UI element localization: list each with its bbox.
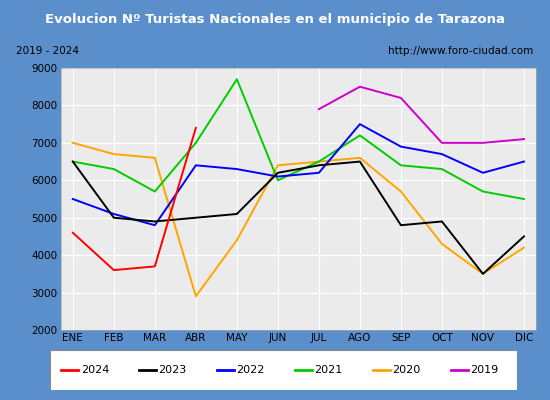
Text: 2020: 2020 [392,365,421,375]
FancyBboxPatch shape [50,350,517,390]
Text: 2021: 2021 [315,365,343,375]
Text: 2022: 2022 [236,365,265,375]
Text: 2024: 2024 [81,365,109,375]
Text: Evolucion Nº Turistas Nacionales en el municipio de Tarazona: Evolucion Nº Turistas Nacionales en el m… [45,14,505,26]
Text: http://www.foro-ciudad.com: http://www.foro-ciudad.com [388,46,534,56]
Text: 2019: 2019 [470,365,498,375]
Text: 2023: 2023 [158,365,187,375]
Text: 2019 - 2024: 2019 - 2024 [16,46,79,56]
